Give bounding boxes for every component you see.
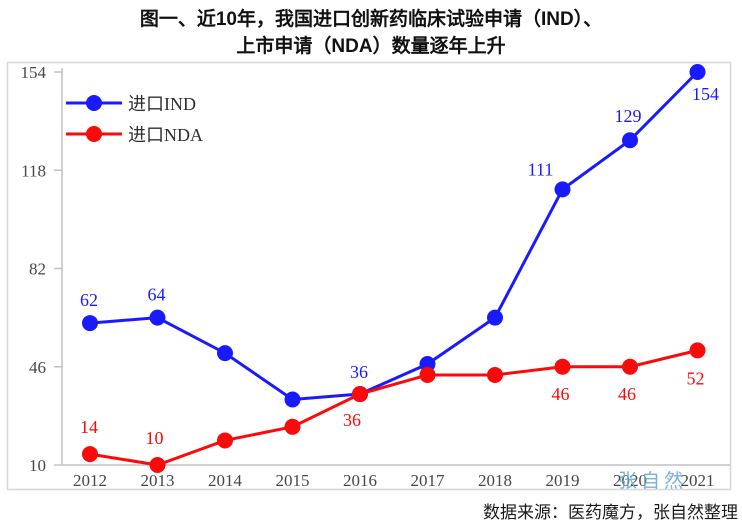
x-tick-label: 2017 [411, 471, 446, 490]
watermark-text: 张自然 [618, 471, 688, 492]
data-point-marker [284, 391, 301, 408]
x-tick-label: 2015 [276, 471, 310, 490]
data-label: 62 [80, 290, 98, 310]
legend-label: 进口NDA [128, 125, 203, 145]
series-line-0 [89, 70, 699, 402]
x-tick-label: 2016 [343, 471, 377, 490]
y-tick-label: 118 [21, 161, 46, 180]
data-point-marker [689, 342, 706, 359]
data-point-marker [82, 446, 98, 463]
data-label: 154 [692, 84, 719, 104]
data-label: 129 [615, 106, 642, 126]
data-point-marker [217, 345, 233, 362]
x-tick-label: 2018 [478, 471, 512, 490]
data-point-marker [487, 366, 503, 383]
x-tick-label: 2013 [141, 471, 175, 490]
data-label: 14 [80, 417, 98, 437]
plot-frame [6, 61, 732, 491]
source-caption: 数据来源：医药魔方，张自然整理 [483, 503, 738, 522]
data-point-marker [689, 64, 706, 80]
figure-title: 图一、近10年，我国进口创新药临床试验申请（IND）、 上市申请（NDA）数量逐… [0, 6, 742, 60]
x-tick-label: 2020 [613, 471, 647, 490]
figure-title-line2: 上市申请（NDA）数量逐年上升 [236, 36, 506, 57]
data-point-marker [419, 366, 436, 383]
data-point-marker [487, 309, 503, 326]
data-point-marker [622, 132, 638, 149]
legend-swatch-dot [86, 95, 102, 111]
data-point-marker [149, 309, 166, 326]
data-label: 46 [552, 384, 570, 404]
y-tick-label: 154 [21, 63, 47, 82]
figure-title-line1: 图一、近10年，我国进口创新药临床试验申请（IND）、 [139, 9, 603, 30]
data-point-marker [554, 181, 571, 198]
data-point-marker [82, 315, 98, 332]
y-tick-label: 82 [29, 260, 46, 279]
data-label: 36 [343, 410, 361, 430]
legend-swatch-dot [86, 126, 102, 142]
data-point-marker [217, 432, 233, 449]
x-tick-label: 2021 [681, 471, 715, 490]
y-tick-label: 46 [29, 358, 46, 377]
x-tick-label: 2012 [73, 471, 107, 490]
data-label: 46 [618, 384, 636, 404]
data-point-marker [149, 457, 166, 473]
legend-label: 进口IND [128, 94, 196, 114]
data-point-marker [284, 418, 301, 435]
x-tick-label: 2019 [546, 471, 580, 490]
data-point-marker [622, 358, 638, 375]
data-label: 36 [350, 362, 368, 382]
data-label: 52 [687, 368, 705, 388]
y-tick-label: 10 [29, 456, 46, 475]
data-point-marker [554, 358, 571, 375]
data-label: 111 [528, 159, 554, 179]
x-tick-label: 2014 [208, 471, 243, 490]
data-label: 64 [148, 285, 166, 305]
data-point-marker [352, 386, 368, 403]
data-label: 10 [146, 428, 164, 448]
series-line-1 [89, 348, 698, 467]
